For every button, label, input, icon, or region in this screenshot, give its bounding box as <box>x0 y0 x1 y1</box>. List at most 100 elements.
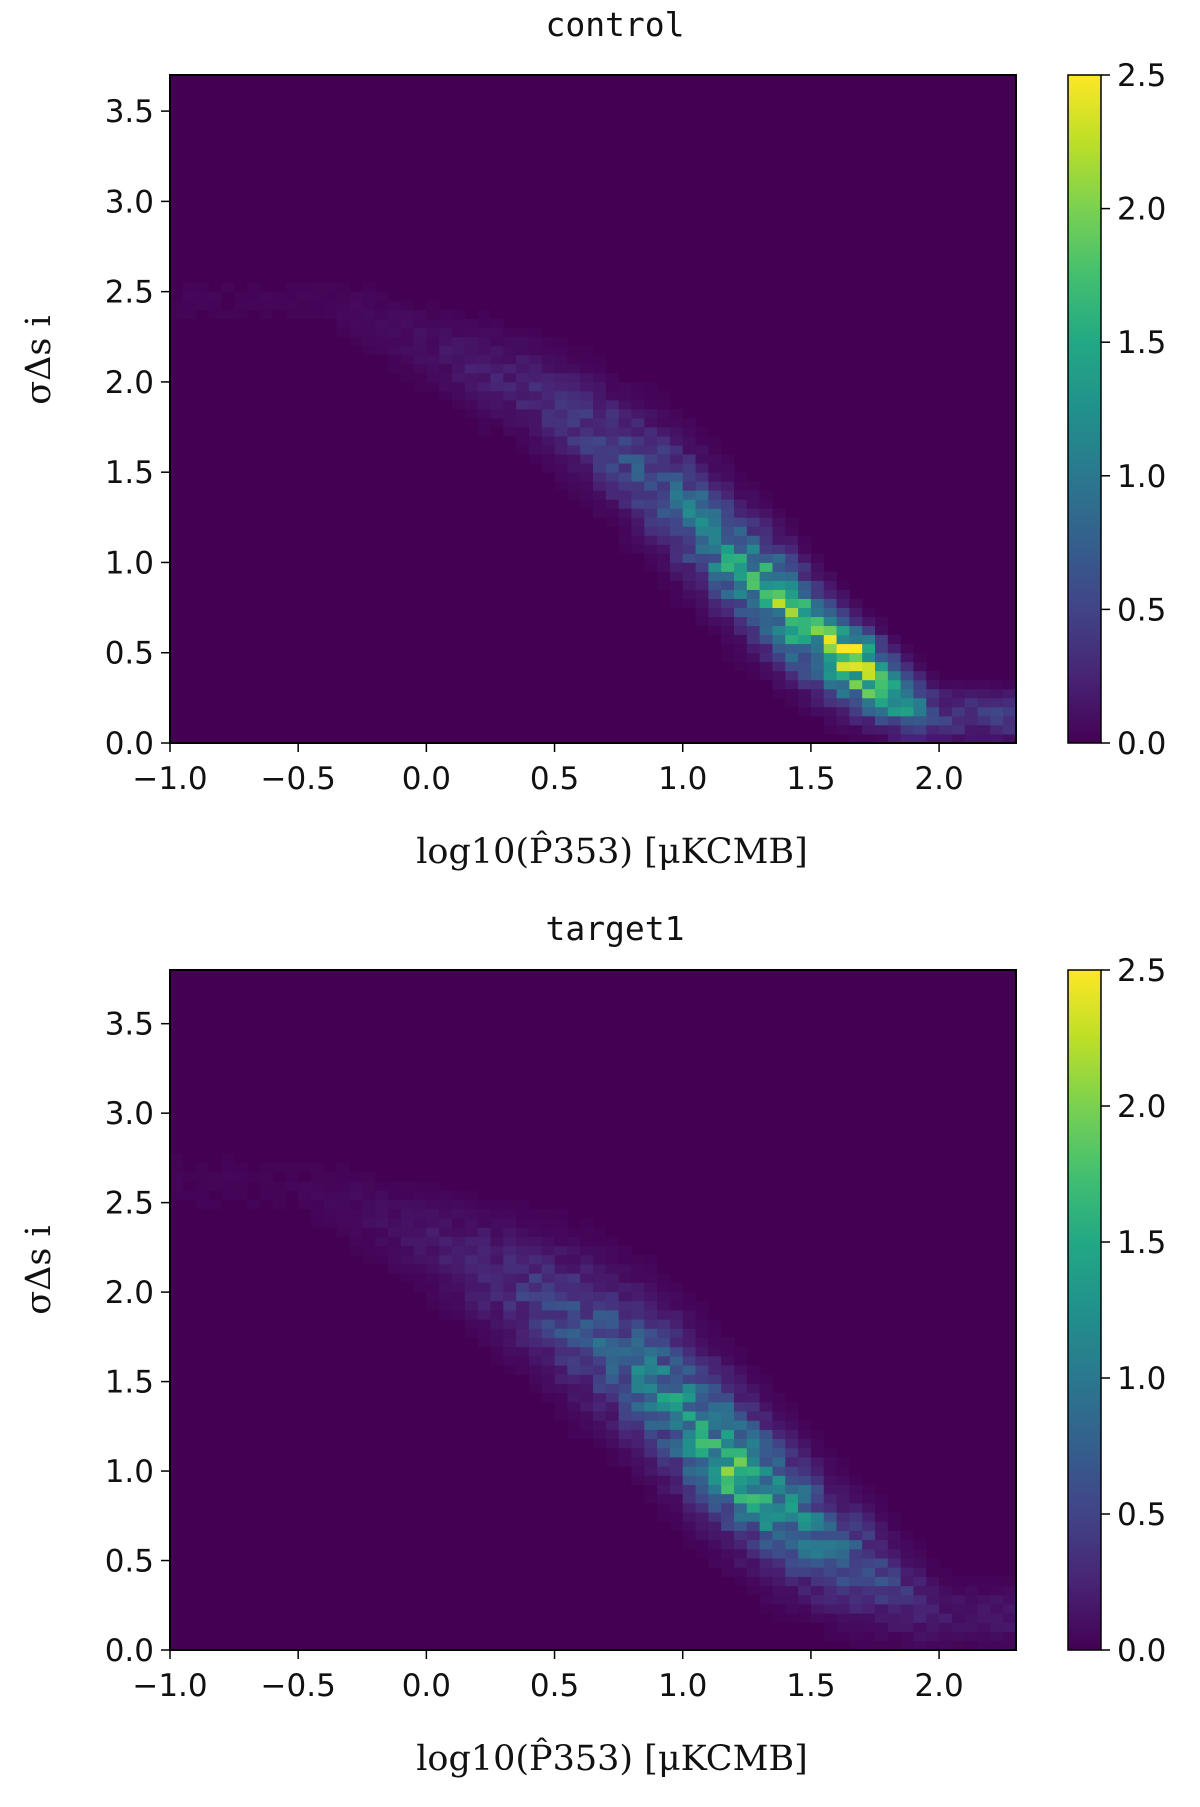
heatmap-cell <box>477 1300 491 1311</box>
x-tick-label: −0.5 <box>261 1668 336 1704</box>
heatmap-cell <box>669 1392 684 1403</box>
heatmap-cell <box>528 1310 543 1320</box>
heatmap-cell <box>644 1337 658 1348</box>
heatmap-cell <box>695 508 709 518</box>
heatmap-cell <box>772 688 786 699</box>
heatmap-cell <box>631 381 645 392</box>
heatmap-cell <box>516 1264 530 1274</box>
heatmap-cell <box>452 1199 466 1210</box>
heatmap-cell <box>695 1319 709 1329</box>
heatmap-cell <box>875 1548 889 1559</box>
heatmap-cell <box>413 1254 427 1265</box>
heatmap-cell <box>657 499 671 509</box>
heatmap-cell <box>734 589 748 599</box>
heatmap-cell <box>580 445 594 455</box>
colorbar-tick-label: 0.0 <box>1117 1633 1166 1669</box>
heatmap-cell <box>849 598 863 608</box>
heatmap-cell <box>964 715 978 726</box>
heatmap-cell <box>554 1337 568 1348</box>
heatmap-cell <box>669 1420 684 1430</box>
heatmap-cell <box>605 508 620 518</box>
heatmap-cell <box>862 1640 876 1651</box>
heatmap-cell <box>503 345 517 356</box>
heatmap-cell <box>721 481 735 491</box>
heatmap-cell <box>913 1576 927 1587</box>
heatmap-cell <box>375 1236 389 1247</box>
heatmap-cell <box>580 1374 594 1384</box>
heatmap-cell <box>785 571 799 581</box>
heatmap-cell <box>926 1604 940 1614</box>
heatmap-cell <box>593 499 607 509</box>
heatmap-cell <box>977 1585 991 1596</box>
heatmap-cell <box>349 1218 363 1228</box>
heatmap-cell <box>567 427 581 437</box>
heatmap-cell <box>554 1282 568 1293</box>
heatmap-cell <box>721 1355 735 1366</box>
heatmap-cell <box>823 1558 837 1568</box>
heatmap-cell <box>554 1374 568 1384</box>
heatmap-cell <box>580 1300 594 1311</box>
heatmap-cell <box>208 300 222 311</box>
heatmap-cell <box>734 562 748 572</box>
heatmap-cell <box>695 1457 709 1467</box>
heatmap-cell <box>1003 1622 1017 1633</box>
heatmap-cell <box>695 1484 709 1495</box>
heatmap-cell <box>669 1475 684 1485</box>
heatmap-cell <box>387 1190 402 1201</box>
heatmap-cell <box>721 1392 735 1403</box>
heatmap-cell <box>823 589 837 599</box>
heatmap-cell <box>400 372 414 383</box>
heatmap-cell <box>541 1218 555 1228</box>
heatmap-cell <box>785 688 799 699</box>
heatmap-cell <box>644 1310 658 1320</box>
heatmap-cell <box>977 733 991 744</box>
heatmap-cell <box>490 1300 504 1311</box>
heatmap-cell <box>734 553 748 563</box>
heatmap-cell <box>503 1346 517 1357</box>
heatmap-cell <box>593 1337 607 1348</box>
heatmap-cell <box>772 643 786 654</box>
heatmap-cell <box>631 544 645 554</box>
heatmap-cell <box>618 1438 632 1449</box>
heatmap-cell <box>580 490 594 500</box>
x-tick-label: −0.5 <box>261 761 336 797</box>
heatmap-cell <box>798 553 812 563</box>
heatmap-cell <box>605 1328 620 1338</box>
heatmap-cell <box>618 1300 632 1311</box>
heatmap-cell <box>349 1172 363 1182</box>
heatmap-cell <box>708 607 722 618</box>
heatmap-cell <box>682 553 696 563</box>
heatmap-cell <box>657 1310 671 1320</box>
heatmap-cell <box>541 336 555 347</box>
heatmap-cell <box>439 1282 453 1293</box>
heatmap-cell <box>477 399 491 410</box>
heatmap-cell <box>477 327 491 338</box>
heatmap-cell <box>734 1558 748 1568</box>
heatmap-cell <box>631 1328 645 1338</box>
heatmap-cell <box>875 1594 889 1605</box>
heatmap-cell <box>323 1172 338 1182</box>
heatmap-cell <box>862 715 876 726</box>
heatmap-cell <box>439 1245 453 1256</box>
heatmap-cell <box>618 409 632 419</box>
heatmap-cell <box>708 571 722 581</box>
heatmap-cell <box>657 1438 671 1449</box>
heatmap-cell <box>657 508 671 518</box>
heatmap-cell <box>708 499 722 509</box>
heatmap-cell <box>798 1585 812 1596</box>
heatmap-cell <box>708 1484 722 1495</box>
heatmap-cell <box>682 544 696 554</box>
heatmap-cell <box>644 544 658 554</box>
heatmap-cell <box>554 1218 568 1228</box>
heatmap-cell <box>759 1521 773 1531</box>
heatmap-cell <box>682 1300 696 1311</box>
heatmap-cell <box>426 1208 440 1219</box>
heatmap-cell <box>759 1567 773 1577</box>
heatmap-cell <box>503 327 517 338</box>
heatmap-cell <box>785 1420 799 1430</box>
heatmap-cell <box>541 1236 555 1247</box>
heatmap-cell <box>669 1493 684 1504</box>
heatmap-cell <box>580 1310 594 1320</box>
heatmap-cell <box>298 282 312 293</box>
heatmap-cell <box>875 670 889 681</box>
